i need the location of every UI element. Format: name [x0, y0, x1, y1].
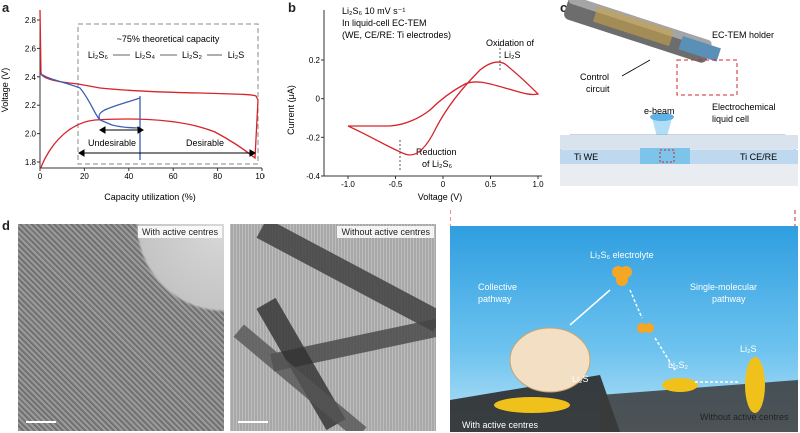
b-oxidation-1: Li₂S [504, 50, 521, 60]
panel-b-letter: b [288, 0, 296, 15]
a-ylabel: Voltage (V) [0, 68, 10, 113]
d-li2s-a: Li₂S [572, 374, 589, 384]
c-ebeam: e-beam [644, 106, 675, 116]
li2s2-crystal [662, 378, 698, 392]
b-info-1: In liquid-cell EC-TEM [342, 18, 427, 28]
a-xtick-3: 60 [169, 172, 178, 181]
tem-holder [564, 0, 721, 63]
panel-c-letter: c [560, 0, 568, 15]
a-ytick-0: 1.8 [25, 158, 37, 167]
d-collective-0: Collective [478, 282, 517, 292]
a-xlabel: Capacity utilization (%) [104, 192, 196, 202]
b-ytick-3: 0.2 [309, 56, 321, 65]
a-chain-1: Li₂S₄ [135, 50, 156, 60]
a-dashed-box [77, 23, 259, 165]
b-cv-curve [347, 61, 540, 156]
b-ytick-2: 0 [316, 95, 321, 104]
panel-d-letter: d [2, 218, 10, 233]
d-collective-1: pathway [478, 294, 512, 304]
d-single-1: pathway [712, 294, 746, 304]
d-with-centres: With active centres [462, 420, 539, 430]
scale-bar-2 [238, 421, 268, 423]
img2-label: Without active centres [337, 226, 434, 238]
panel-a-chart: 1.8 2.0 2.2 2.4 2.6 2.8 0 20 40 60 80 100 Voltage … [0, 9, 265, 202]
c-ce: Ti CE/RE [740, 152, 777, 162]
a-xtick-5: 100 [255, 172, 265, 181]
b-info-2: (WE, CE/RE: Ti electrodes) [342, 30, 451, 40]
b-xtick-0: -1.0 [341, 180, 355, 189]
d-li2s-b: Li₂S [740, 344, 757, 354]
panel-a-letter: a [2, 0, 10, 15]
panel-b-chart: -0.4 -0.2 0 0.2 -1.0 -0.5 0 0.5 1.0 Current (μA… [286, 6, 544, 202]
e-beam [652, 118, 672, 148]
a-chain-2: Li₂S₂ [182, 50, 203, 60]
c-cell-0: Electrochemical [712, 102, 776, 112]
b-oxidation-0: Oxidation of [486, 38, 535, 48]
panel-c-illustration: EC-TEM holder Control circuit e-beam Ele… [560, 0, 798, 186]
a-xtick-4: 80 [213, 172, 222, 181]
a-chain-3: Li₂S [228, 50, 245, 60]
img1-label: With active centres [137, 226, 222, 238]
a-xtick-0: 0 [38, 172, 43, 181]
c-we: Ti WE [574, 152, 598, 162]
collective-cluster [509, 327, 591, 393]
a-undesirable: Undesirable [88, 138, 136, 148]
scale-bar-1 [26, 421, 56, 423]
a-xtick-2: 40 [124, 172, 133, 181]
a-xtick-1: 20 [80, 172, 89, 181]
li2s-crystal [745, 357, 765, 413]
c-control-0: Control [580, 72, 609, 82]
d-single-0: Single-molecular [690, 282, 757, 292]
a-desirable: Desirable [186, 138, 224, 148]
a-ytick-3: 2.4 [25, 73, 37, 82]
b-reduction-0: Reduction [416, 147, 457, 157]
tem-image-with-centres: With active centres [18, 224, 224, 431]
b-xtick-2: 0 [441, 180, 446, 189]
b-ylabel: Current (μA) [286, 85, 296, 135]
a-ytick-5: 2.8 [25, 16, 37, 25]
mechanism-illustration: Li₂S₆ electrolyte Collective pathway Sin… [450, 210, 798, 432]
c-holder-label: EC-TEM holder [712, 30, 774, 40]
d-without-centres: Without active centres [700, 412, 789, 422]
a-red-curve [39, 9, 259, 169]
a-ytick-4: 2.6 [25, 44, 37, 53]
c-cell-1: liquid cell [712, 114, 749, 124]
b-xtick-4: 1.0 [532, 180, 544, 189]
d-electrolyte: Li₂S₆ electrolyte [590, 250, 654, 260]
a-capacity-note: ~75% theoretical capacity [117, 34, 220, 44]
tem-image-without-centres: Without active centres [230, 224, 436, 431]
a-ytick-2: 2.2 [25, 101, 37, 110]
b-xtick-1: -0.5 [389, 180, 403, 189]
b-xlabel: Voltage (V) [418, 192, 463, 202]
b-ytick-0: -0.4 [306, 172, 320, 181]
b-ytick-1: -0.2 [306, 133, 320, 142]
b-reduction-1: of Li₂S₆ [422, 159, 453, 169]
d-li2s2: Li₂S₂ [668, 360, 689, 370]
b-info-0: Li₂S₆ 10 mV s⁻¹ [342, 6, 405, 16]
a-chain-0: Li₂S₆ [88, 50, 109, 60]
b-xtick-3: 0.5 [485, 180, 497, 189]
a-ytick-1: 2.0 [25, 130, 37, 139]
c-control-1: circuit [586, 84, 610, 94]
